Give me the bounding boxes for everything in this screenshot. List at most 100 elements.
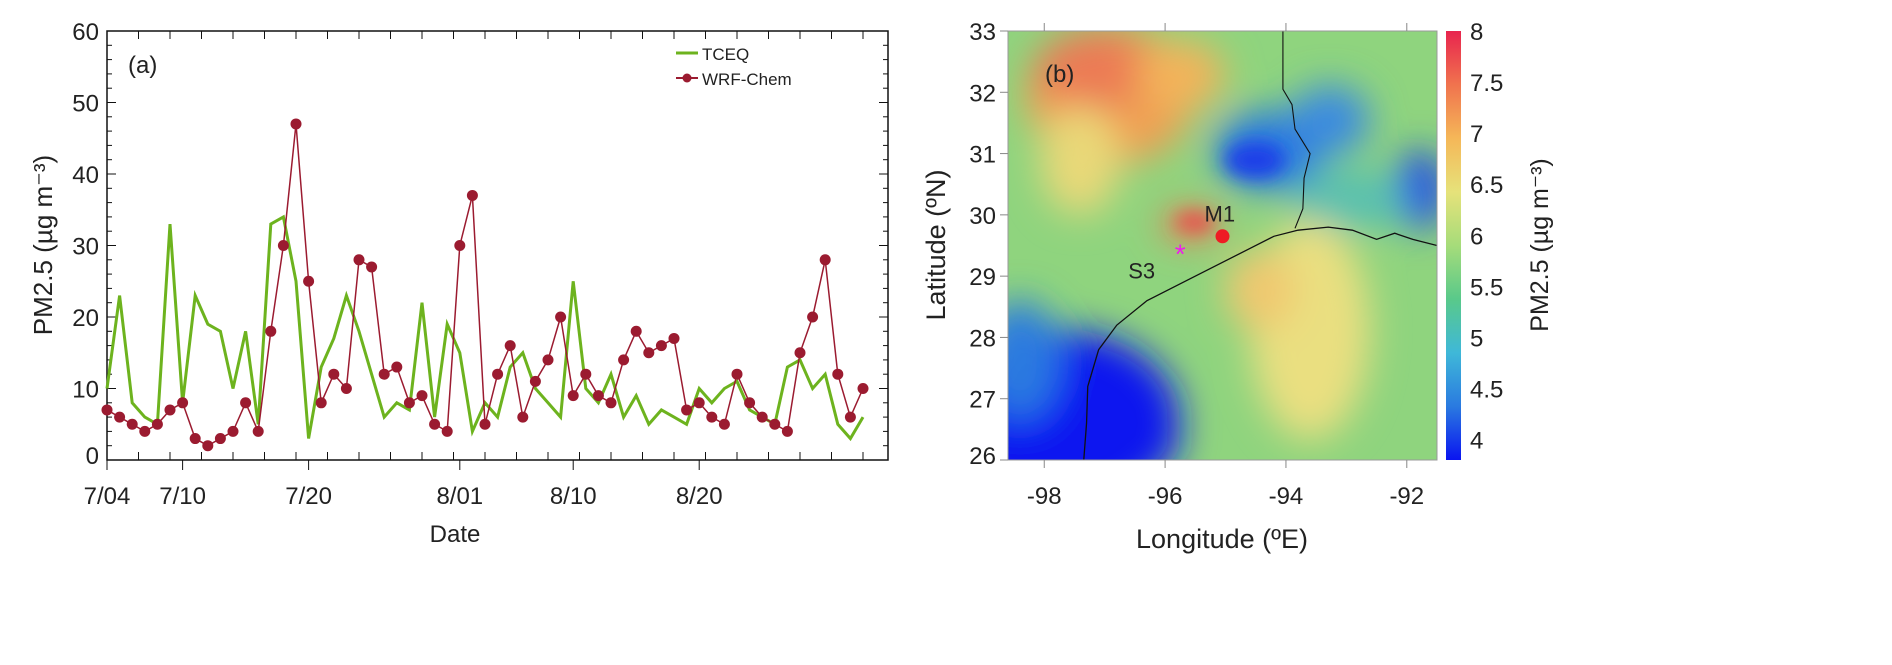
- data-point-wrf-chem: [731, 368, 743, 380]
- site-marker-m1: [1215, 229, 1230, 244]
- data-point-wrf-chem: [177, 397, 189, 409]
- map-x-axis-title: Longitude (ºE): [1136, 524, 1308, 554]
- data-point-wrf-chem: [668, 332, 680, 344]
- site-label-s3: S3: [1128, 259, 1155, 284]
- data-point-wrf-chem: [517, 411, 529, 423]
- data-point-wrf-chem: [769, 418, 781, 430]
- x-tick-label: 8/10: [550, 483, 597, 510]
- plot-frame: [106, 30, 889, 461]
- x-tick-label: 7/20: [285, 483, 332, 510]
- data-point-wrf-chem: [151, 418, 163, 430]
- colorbar-title: PM2.5 (µg m⁻³): [1526, 158, 1554, 331]
- lat-tick-label: 32: [969, 80, 996, 107]
- colorbar-tick-label: 7: [1470, 121, 1483, 148]
- site-marker-s3: *: [1175, 239, 1186, 270]
- data-point-wrf-chem: [328, 368, 340, 380]
- legend-wrf-marker: [682, 73, 692, 83]
- x-tick-label: 8/20: [676, 483, 723, 510]
- site-label-m1: M1: [1205, 201, 1236, 226]
- y-tick-label: 30: [72, 234, 99, 261]
- data-point-wrf-chem: [202, 440, 214, 452]
- panel-label-b: (b): [1045, 61, 1074, 88]
- lat-tick-label: 28: [969, 325, 996, 352]
- data-point-wrf-chem: [630, 325, 642, 337]
- map-axis-ticks: 26 27 28 29 30 31 32 33 -98 -96 -94 -92: [969, 19, 1424, 510]
- data-point-wrf-chem: [366, 261, 378, 273]
- data-point-wrf-chem: [807, 311, 819, 323]
- data-point-wrf-chem: [781, 425, 793, 437]
- data-point-wrf-chem: [441, 425, 453, 437]
- data-point-wrf-chem: [378, 368, 390, 380]
- y-tick-label: 50: [72, 91, 99, 118]
- data-point-wrf-chem: [214, 433, 226, 445]
- colorbar-tick-label: 5.5: [1470, 274, 1503, 301]
- coastline: [1083, 226, 1437, 460]
- data-point-wrf-chem: [655, 340, 667, 352]
- lon-tick-label: -96: [1148, 483, 1183, 510]
- data-point-wrf-chem: [706, 411, 718, 423]
- data-point-wrf-chem: [756, 411, 768, 423]
- y-axis-title: PM2.5 (µg m⁻³): [28, 155, 58, 335]
- data-point-wrf-chem: [466, 189, 478, 201]
- data-point-wrf-chem: [479, 418, 491, 430]
- lat-tick-label: 30: [969, 203, 996, 230]
- series-layer: [101, 118, 869, 452]
- lon-tick-label: -92: [1389, 483, 1424, 510]
- data-point-wrf-chem: [504, 340, 516, 352]
- data-point-wrf-chem: [126, 418, 138, 430]
- pm25-field: [1008, 31, 1437, 460]
- data-point-wrf-chem: [454, 240, 466, 251]
- colorbar-tick-label: 6.5: [1470, 172, 1503, 199]
- timeseries-panel: 0 10 20 30 40 50 60 7/04 7/10 7/20 8/01 8/10 8/20 (a…: [28, 19, 889, 548]
- legend: TCEQ WRF-Chem: [676, 45, 792, 89]
- data-point-wrf-chem: [529, 375, 541, 387]
- data-point-wrf-chem: [832, 368, 844, 380]
- data-point-wrf-chem: [844, 411, 856, 423]
- data-point-wrf-chem: [265, 325, 277, 337]
- map-frame: [1007, 30, 1438, 461]
- map-panel: 26 27 28 29 30 31 32 33 -98 -96 -94 -92 M1 * S3 (b) L…: [921, 19, 1554, 554]
- lat-tick-label: 29: [969, 264, 996, 291]
- data-point-wrf-chem: [240, 397, 252, 409]
- data-point-wrf-chem: [227, 425, 239, 437]
- series-line-tceq: [105, 214, 865, 442]
- data-point-wrf-chem: [567, 390, 579, 402]
- data-point-wrf-chem: [819, 254, 831, 266]
- data-point-wrf-chem: [857, 383, 869, 394]
- data-point-wrf-chem: [315, 397, 327, 409]
- colorbar-tick-label: 4.5: [1470, 377, 1503, 404]
- colorbar-tick-label: 6: [1470, 223, 1483, 250]
- legend-tceq-label: TCEQ: [702, 45, 749, 64]
- y-tick-label: 20: [72, 305, 99, 332]
- lon-tick-label: -94: [1269, 483, 1304, 510]
- legend-wrf-label: WRF-Chem: [702, 70, 792, 89]
- data-point-wrf-chem: [277, 240, 289, 251]
- colorbar-tick-label: 5: [1470, 325, 1483, 352]
- lon-tick-label: -98: [1027, 483, 1062, 510]
- colorbar-ticks: 4 4.5 5 5.5 6 6.5 7 7.5 8: [1470, 19, 1503, 455]
- lat-tick-label: 31: [969, 142, 996, 169]
- data-point-wrf-chem: [592, 390, 604, 402]
- y-tick-label: 40: [72, 162, 99, 189]
- colorbar-tick-label: 4: [1470, 428, 1483, 455]
- data-point-wrf-chem: [164, 404, 176, 416]
- data-point-wrf-chem: [605, 397, 617, 409]
- data-point-wrf-chem: [718, 418, 730, 430]
- data-point-wrf-chem: [542, 354, 554, 366]
- data-point-wrf-chem: [681, 404, 693, 416]
- data-point-wrf-chem: [416, 390, 428, 402]
- data-point-wrf-chem: [340, 383, 352, 394]
- lat-tick-label: 26: [969, 443, 996, 470]
- data-point-wrf-chem: [643, 347, 655, 359]
- data-point-wrf-chem: [303, 275, 315, 287]
- x-axis-title: Date: [430, 521, 481, 548]
- data-point-wrf-chem: [693, 397, 705, 409]
- y-tick-label: 60: [72, 19, 99, 46]
- map-y-axis-title: Latitude (ºN): [921, 170, 951, 321]
- data-point-wrf-chem: [618, 354, 630, 366]
- data-point-wrf-chem: [580, 368, 592, 380]
- data-point-wrf-chem: [403, 397, 415, 409]
- lat-tick-label: 33: [969, 19, 996, 46]
- y-tick-label: 10: [72, 377, 99, 404]
